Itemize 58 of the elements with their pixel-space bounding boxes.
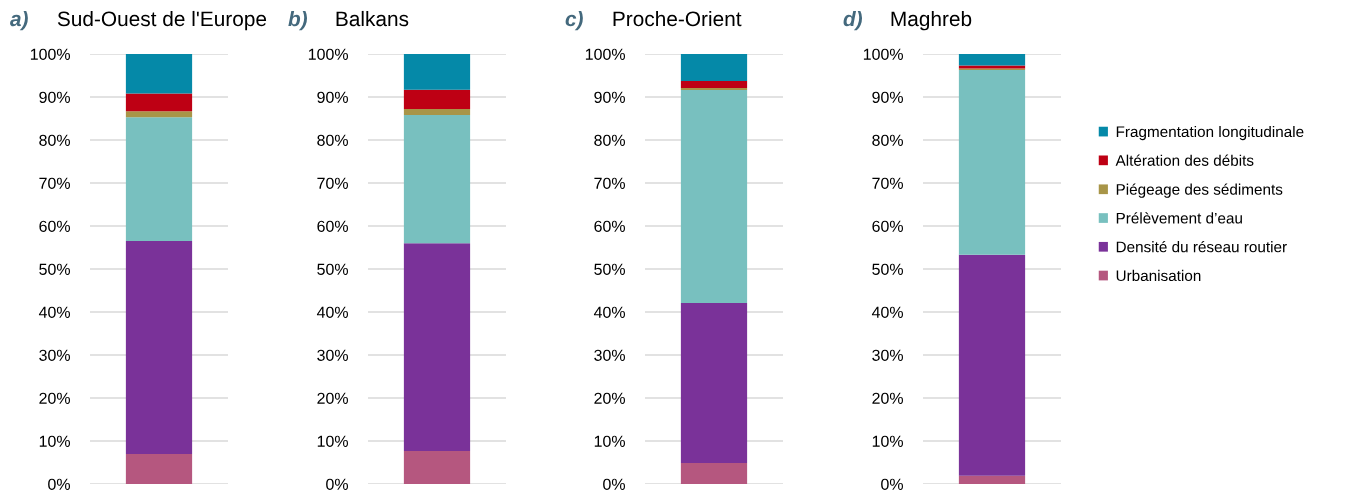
- y-tick-label: 50%: [39, 263, 70, 275]
- text: d): [843, 10, 863, 31]
- y-tick-label: 20%: [39, 392, 70, 404]
- legend-label: Piégeage des sédiments: [1116, 183, 1283, 198]
- y-tick-label: 20%: [317, 392, 348, 404]
- y-tick-label: 10%: [39, 435, 70, 447]
- y-tick-label: 60%: [317, 220, 348, 232]
- y-tick-label: 20%: [594, 392, 625, 404]
- y-tick-label: 30%: [39, 349, 70, 361]
- y-tick-label: 30%: [872, 349, 903, 361]
- y-tick-label: 0%: [881, 478, 903, 490]
- y-tick-label: 70%: [39, 177, 70, 189]
- chart-title: Sud-Ouest de l'Europe: [57, 10, 267, 31]
- y-tick-label: 40%: [38, 306, 70, 318]
- y-tick-label: 0%: [603, 478, 625, 490]
- y-tick-label: 80%: [39, 134, 70, 146]
- y-tick-label: 20%: [872, 392, 903, 404]
- y-tick-label: 80%: [872, 134, 903, 146]
- y-tick-label: 100%: [585, 48, 625, 60]
- chart-title: Proche-Orient: [613, 10, 742, 27]
- chart-title: Balkans: [336, 10, 409, 27]
- legend-label: Altération des débits: [1115, 154, 1254, 166]
- chart-title: Maghreb: [891, 10, 972, 31]
- y-tick-label: 30%: [317, 349, 348, 361]
- y-tick-label: 10%: [872, 435, 903, 447]
- text: c): [565, 10, 583, 31]
- y-tick-label: 50%: [594, 263, 625, 275]
- y-tick-label: 90%: [39, 91, 70, 103]
- y-tick-label: 40%: [593, 306, 625, 318]
- y-tick-label: 60%: [39, 220, 70, 232]
- y-tick-label: 60%: [594, 220, 625, 232]
- text: b): [288, 10, 308, 31]
- y-tick-label: 10%: [594, 435, 625, 447]
- legend-label: Prélèvement d’eau: [1116, 212, 1242, 224]
- legend-label: Densité du réseau routier: [1116, 240, 1287, 253]
- y-tick-label: 70%: [594, 177, 625, 189]
- legend-label: Fragmentation longitudinale: [1116, 125, 1304, 141]
- y-tick-label: 30%: [594, 349, 625, 361]
- y-tick-label: 10%: [317, 435, 348, 447]
- legend-label: Urbanisation: [1116, 269, 1201, 282]
- y-tick-label: 60%: [872, 220, 903, 232]
- y-tick-label: 50%: [317, 263, 348, 275]
- y-tick-label: 80%: [317, 134, 348, 146]
- y-tick-label: 0%: [326, 478, 348, 490]
- y-tick-label: 40%: [316, 306, 348, 318]
- y-tick-label: 40%: [871, 306, 903, 318]
- y-tick-label: 70%: [317, 177, 348, 189]
- y-tick-label: 90%: [872, 91, 903, 103]
- y-tick-label: 0%: [48, 478, 70, 490]
- y-tick-label: 90%: [317, 91, 348, 103]
- y-tick-label: 80%: [594, 134, 625, 146]
- text: a): [10, 10, 28, 31]
- y-tick-label: 70%: [872, 177, 903, 189]
- y-tick-label: 100%: [308, 48, 348, 60]
- y-tick-label: 100%: [863, 48, 903, 60]
- y-tick-label: 90%: [594, 91, 625, 103]
- y-tick-label: 100%: [30, 48, 70, 60]
- y-tick-label: 50%: [872, 263, 903, 275]
